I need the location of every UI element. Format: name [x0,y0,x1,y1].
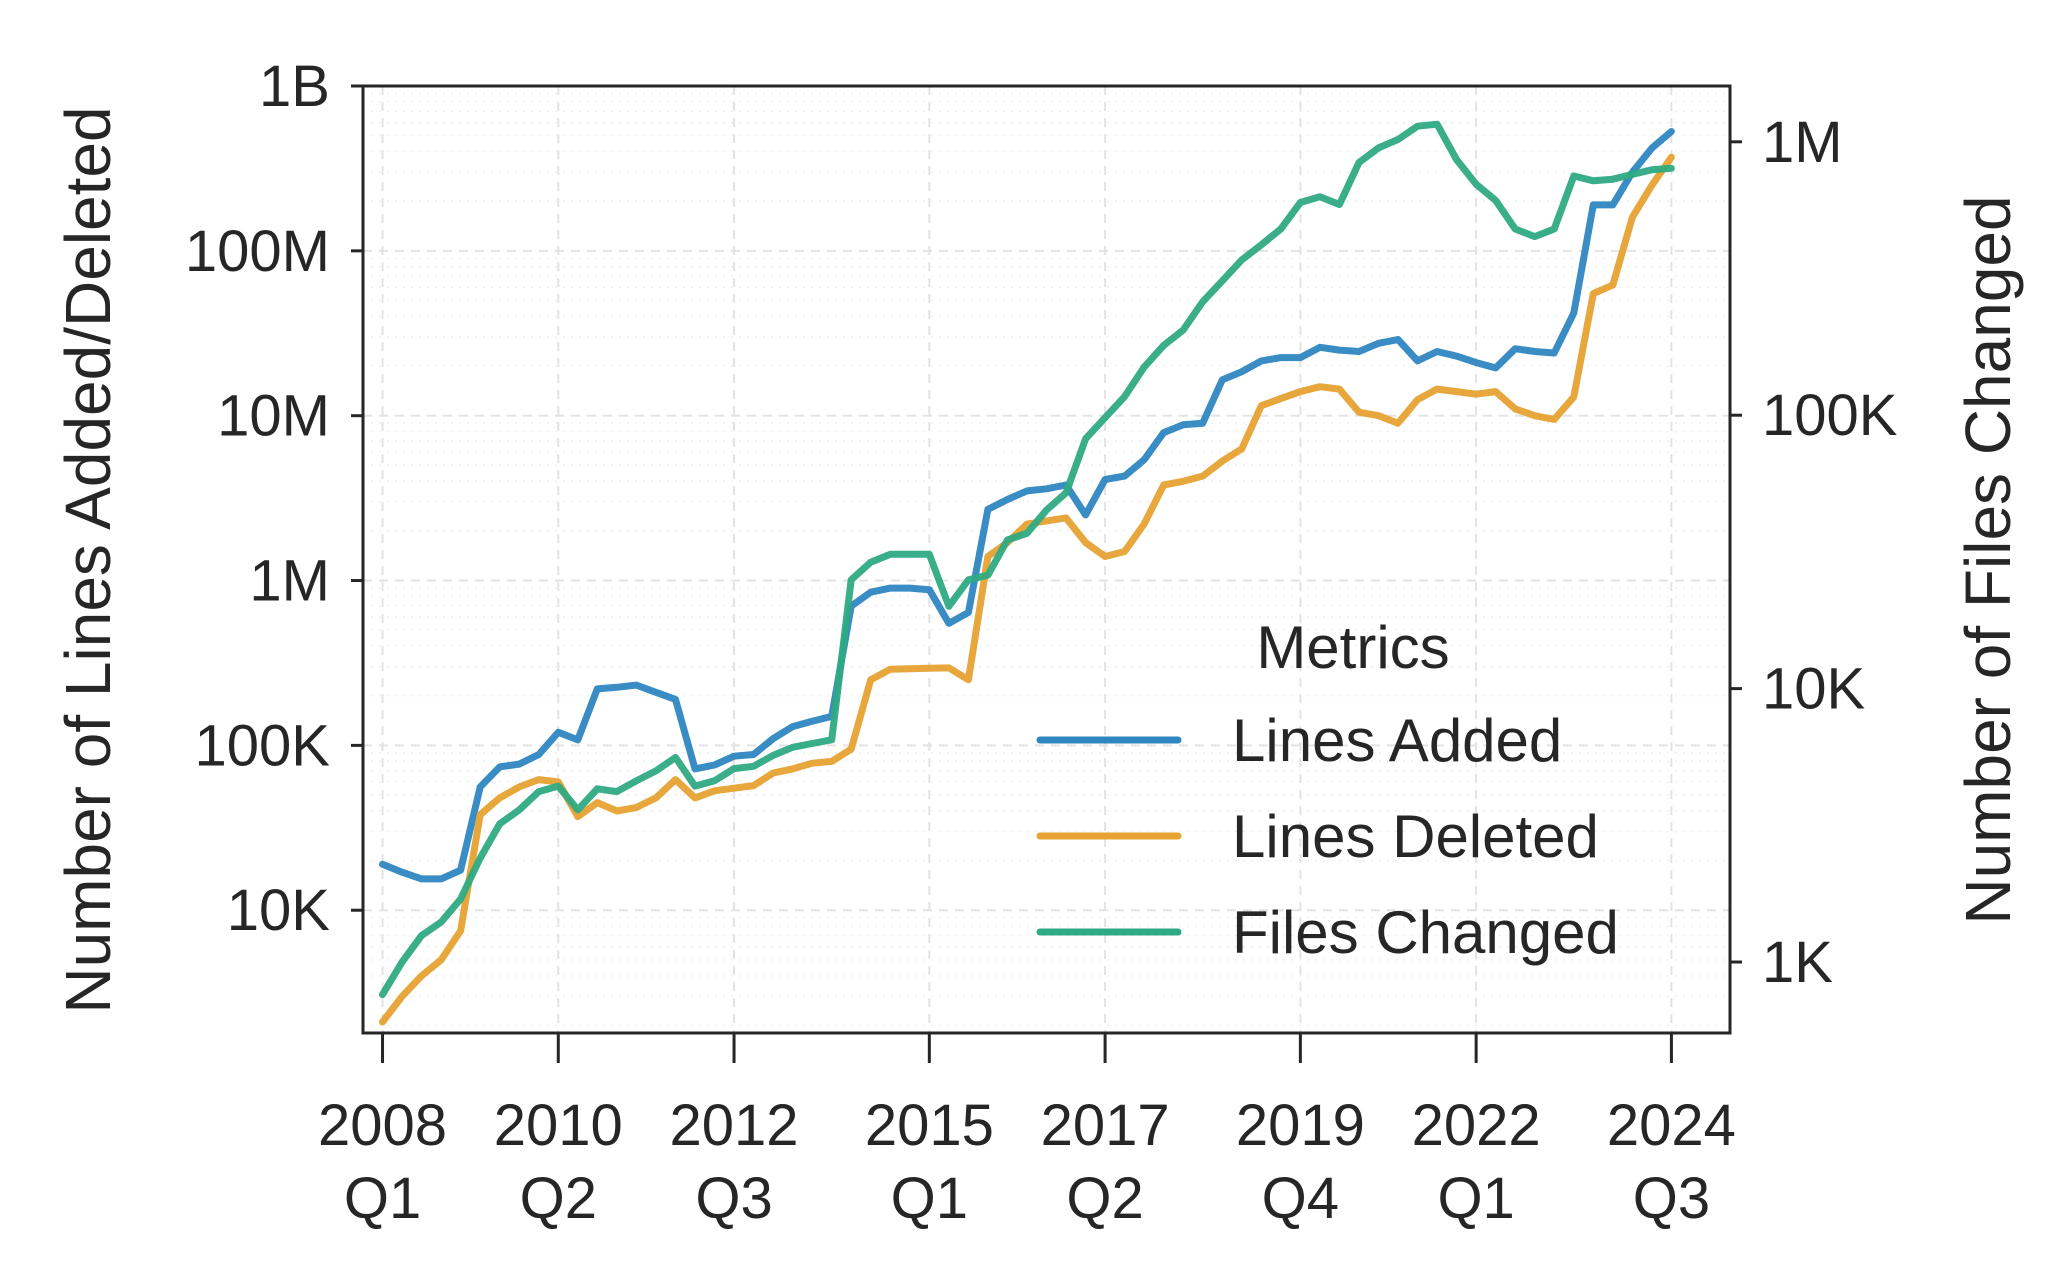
y-right-tick-label: 10K [1762,657,1866,722]
x-tick-label-quarter: Q3 [1633,1166,1710,1231]
x-tick-label-quarter: Q1 [1437,1166,1514,1231]
y-right-tick-label: 100K [1762,383,1898,448]
series-layer [379,120,1675,1026]
x-tick-label-quarter: Q1 [891,1166,968,1231]
x-tick-label-quarter: Q1 [344,1166,421,1231]
x-tick-label-year: 2022 [1412,1093,1541,1158]
x-tick-label-year: 2010 [494,1093,623,1158]
series-line-lines-added [379,128,1675,883]
plot-frame [361,84,1732,1035]
grid [363,85,1730,1033]
series-line-lines-deleted [379,153,1675,1026]
legend-title: Metrics [1256,614,1449,681]
legend-label-files-changed: Files Changed [1232,899,1619,966]
y-right-tick-label: 1M [1762,110,1843,175]
y-left-tick-label: 10K [227,878,331,943]
y-left-tick-label: 100K [195,713,331,778]
y-left-tick-label: 100M [185,219,330,284]
series-line-files-changed [379,120,1675,999]
legend-label-lines-added: Lines Added [1232,707,1562,774]
y-axis-right: 1K 10K 100K 1M [1730,110,1898,995]
y-right-tick-label: 1K [1762,930,1833,995]
x-tick-label-year: 2017 [1041,1093,1170,1158]
x-tick-label-quarter: Q4 [1262,1166,1339,1231]
legend: Metrics Lines Added Lines Deleted Files Cha… [1036,614,1619,966]
x-tick-label-year: 2012 [670,1093,799,1158]
x-tick-label-quarter: Q2 [520,1166,597,1231]
y-left-tick-label: 10M [217,384,330,449]
x-tick-label-year: 2008 [318,1093,447,1158]
y-axis-left: 10K 100K 1M 10M 100M 1B [185,54,363,943]
x-tick-label-year: 2015 [865,1093,994,1158]
y-axis-left-title: Number of Lines Added/Deleted [52,106,124,1013]
x-tick-label-year: 2024 [1607,1093,1736,1158]
x-tick-label-quarter: Q3 [695,1166,772,1231]
y-axis-right-title: Number of Files Changed [1952,195,2024,924]
plot-area [363,86,1730,1033]
legend-label-lines-deleted: Lines Deleted [1232,803,1599,870]
x-tick-label-quarter: Q2 [1066,1166,1143,1231]
x-tick-label-year: 2019 [1236,1093,1365,1158]
x-axis: 2008 Q1 2010 Q2 2012 Q3 2015 Q1 2017 Q2 2019 Q4 2022… [318,1033,1736,1231]
y-left-tick-label: 1B [259,54,330,119]
y-left-tick-label: 1M [249,549,330,614]
